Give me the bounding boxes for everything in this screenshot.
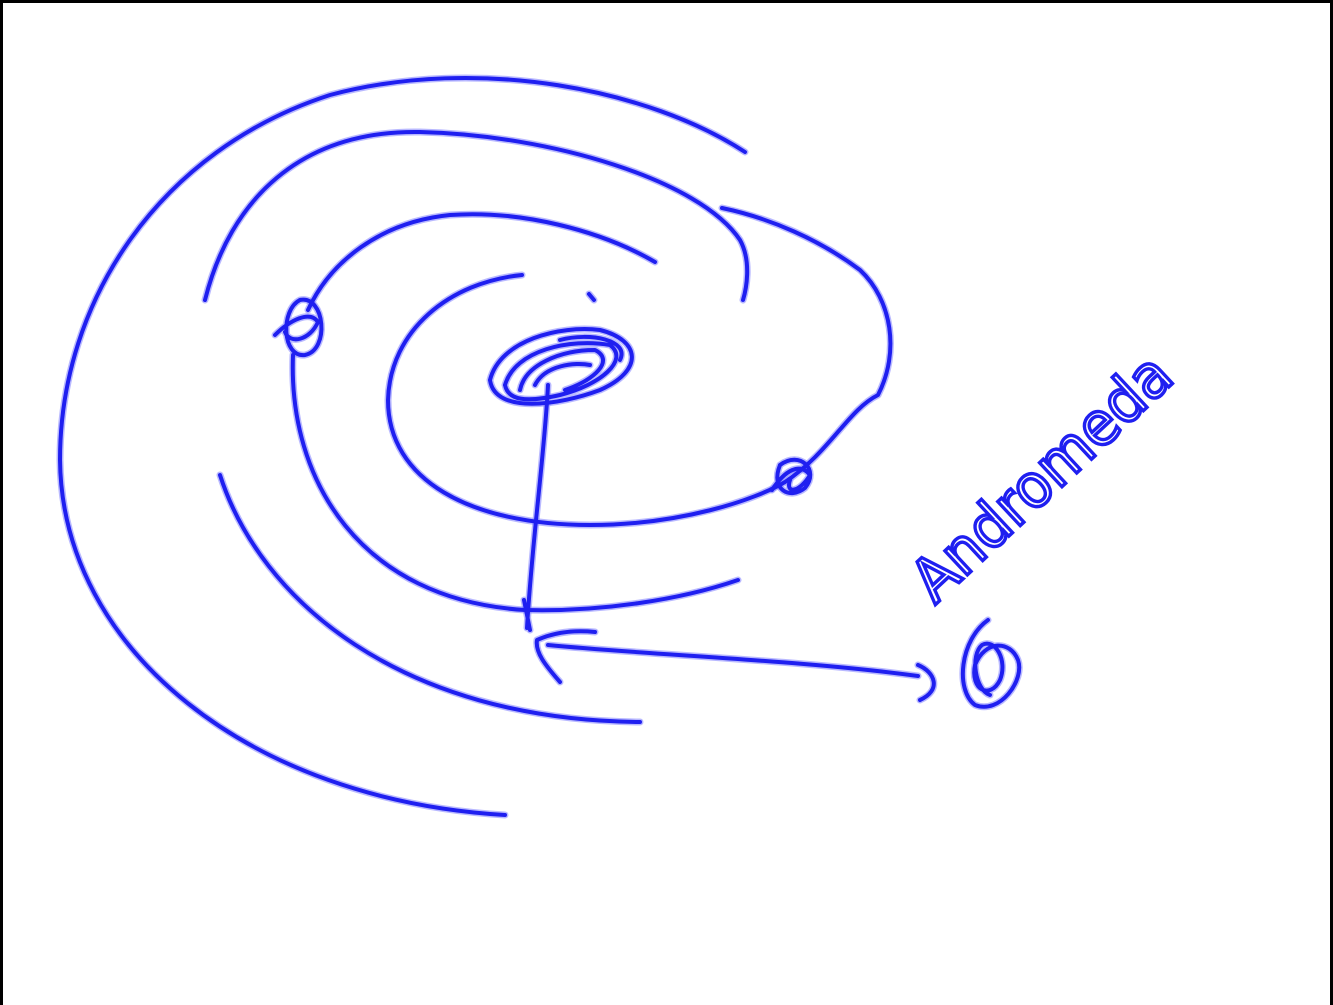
- star-knot: [273, 297, 324, 358]
- second-arm-bottom: [218, 473, 642, 724]
- andromeda-knot: [961, 618, 1022, 709]
- inner-arm: [386, 206, 893, 527]
- third-arm-bottom: [290, 353, 740, 613]
- star-knot: [770, 457, 813, 495]
- third-arm-top: [306, 212, 657, 312]
- galactic-core: [488, 327, 634, 406]
- dot: [587, 292, 596, 302]
- pointer-line: [522, 383, 550, 632]
- arrow: [534, 629, 936, 702]
- second-arm-top: [203, 129, 750, 302]
- galaxy-sketch: [56, 74, 1023, 819]
- outer-arm: [58, 76, 747, 817]
